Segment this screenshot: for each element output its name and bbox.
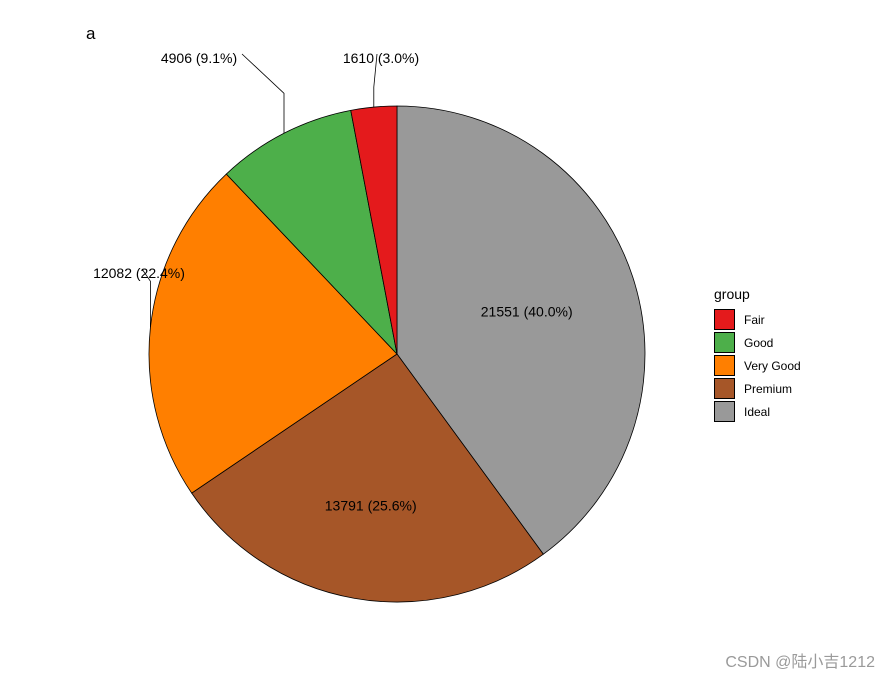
slice-premium <box>191 353 544 603</box>
legend-swatch-premium <box>714 378 735 399</box>
slice-label-ideal: 21551 (40.0%) <box>481 304 573 320</box>
legend-swatch-ideal <box>714 401 735 422</box>
slice-good <box>225 109 398 356</box>
legend-items: Fair Good Very Good Premium Ideal <box>714 308 801 423</box>
legend-label-very-good: Very Good <box>744 358 801 373</box>
slice-label-very-good: 12082 (22.4%) <box>93 265 185 281</box>
legend: group Fair Good Very Good Premium Ideal <box>714 286 801 423</box>
leader-lines <box>141 53 378 328</box>
panel-tag: a <box>86 24 96 43</box>
legend-label-good: Good <box>744 335 774 350</box>
legend-item-fair: Fair <box>714 308 801 331</box>
slice-ideal <box>396 105 646 555</box>
legend-item-ideal: Ideal <box>714 400 801 423</box>
legend-swatch-fair <box>714 309 735 330</box>
legend-item-good: Good <box>714 331 801 354</box>
legend-label-premium: Premium <box>744 381 793 396</box>
legend-swatch-good <box>714 332 735 353</box>
legend-item-very-good: Very Good <box>714 354 801 377</box>
leader-line-fair <box>373 53 378 108</box>
leader-line-very-good <box>141 268 151 328</box>
legend-swatch-very-good <box>714 355 735 376</box>
legend-title: group <box>714 286 750 302</box>
legend-label-ideal: Ideal <box>744 404 771 419</box>
pie-slices <box>148 105 646 603</box>
slice-label-fair: 1610 (3.0%) <box>343 50 419 66</box>
watermark: CSDN @陆小吉1212 <box>725 654 875 671</box>
legend-label-fair: Fair <box>744 312 765 327</box>
slice-label-good: 4906 (9.1%) <box>161 50 237 66</box>
slice-labels: 21551 (40.0%) 13791 (25.6%) 12082 (22.4%) 4… <box>93 50 573 514</box>
leader-line-good <box>241 53 285 134</box>
slice-very-good <box>148 173 398 494</box>
legend-item-premium: Premium <box>714 377 801 400</box>
slice-label-premium: 13791 (25.6%) <box>325 498 417 514</box>
